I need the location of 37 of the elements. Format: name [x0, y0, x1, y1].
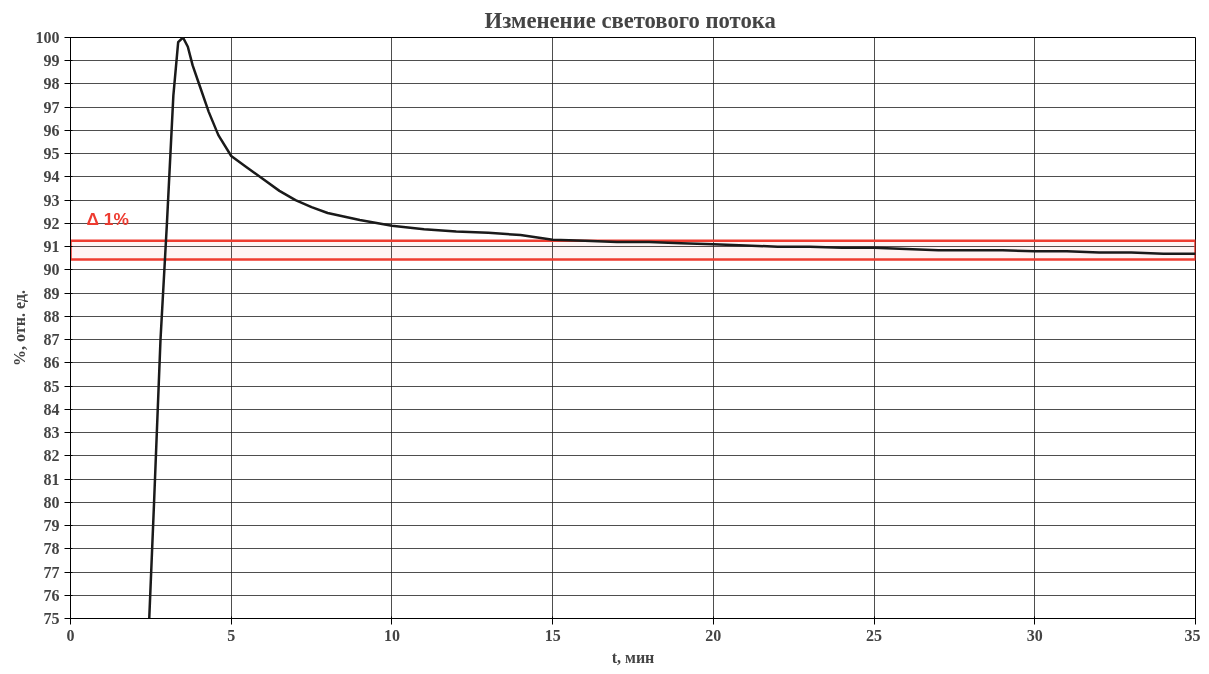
y-tick-label: 86: [43, 354, 60, 372]
y-tick-label: 91: [43, 238, 60, 256]
x-axis-title: t, мин: [611, 648, 655, 666]
x-tick-label: 15: [544, 626, 561, 644]
y-tick-label: 84: [43, 400, 60, 418]
x-tick-label: 35: [1184, 626, 1201, 644]
y-tick-label: 99: [43, 52, 60, 70]
y-tick-label: 77: [43, 563, 60, 581]
y-tick-label: 92: [43, 214, 60, 232]
y-tick-label: 76: [43, 586, 60, 604]
y-tick-label: 96: [43, 121, 60, 139]
y-tick-label: 90: [43, 261, 60, 279]
x-tick-label: 25: [866, 626, 883, 644]
y-tick-label: 83: [43, 424, 60, 442]
y-tick-label: 95: [43, 145, 60, 163]
y-tick-label: 89: [43, 284, 60, 302]
y-tick-label: 93: [43, 191, 60, 209]
y-tick-label: 94: [43, 168, 60, 186]
y-tick-label: 75: [43, 610, 60, 627]
y-tick-label: 85: [43, 377, 60, 395]
y-tick-label: 87: [43, 331, 60, 349]
x-tick-label: 20: [705, 626, 722, 644]
y-tick-label: 79: [43, 517, 60, 535]
x-tick-label: 10: [383, 626, 400, 644]
y-tick-label: 88: [43, 307, 60, 325]
y-tick-label: 80: [43, 493, 60, 511]
y-tick-label: 82: [43, 447, 60, 465]
y-tick-label: 100: [35, 29, 60, 46]
y-tick-label: 78: [43, 540, 60, 558]
x-tick-label: 0: [66, 626, 75, 644]
chart-title: Изменение светового потока: [484, 7, 776, 33]
y-tick-label: 97: [43, 98, 60, 116]
y-tick-label: 98: [43, 75, 60, 93]
x-tick-label: 5: [227, 626, 236, 644]
x-tick-label: 30: [1026, 626, 1043, 644]
y-tick-label: 81: [43, 470, 60, 488]
y-axis-title: %, отн. ед.: [10, 290, 28, 366]
